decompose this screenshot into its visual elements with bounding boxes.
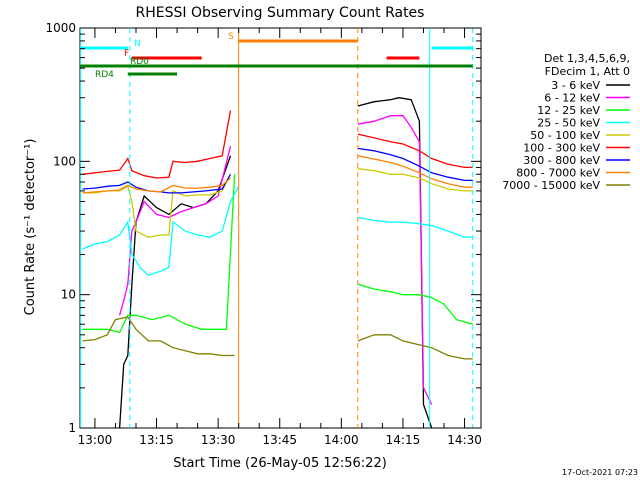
y-tick-label: 1 — [68, 421, 76, 435]
series-12-25-kev — [82, 174, 473, 334]
legend-label-800-7000-kev: 800 - 7000 keV — [516, 167, 600, 180]
x-tick-label: 13:45 — [262, 433, 297, 447]
x-axis-label: Start Time (26-May-05 12:56:22) — [173, 456, 387, 471]
legend-label-6-12-kev: 6 - 12 keV — [544, 92, 600, 105]
y-axis-label: Count Rate (s⁻¹ detector⁻¹) — [23, 139, 38, 316]
y-tick-label: 10 — [61, 288, 76, 302]
legend-label-300-800-kev: 300 - 800 keV — [523, 154, 600, 167]
legend-header: Det 1,3,4,5,6,9, — [544, 52, 630, 65]
legend-header: FDecim 1, Att 0 — [545, 65, 630, 78]
series-800-7000-kev — [82, 155, 473, 194]
flag-label-s: S — [228, 32, 234, 42]
axis-layer: 13:00 13:15 13:30 13:45 14:00 14:15 14:30 1 10 10… — [45, 21, 481, 447]
flag-label-rd0: RD0 — [130, 57, 149, 67]
legend-label-3-6-kev: 3 - 6 keV — [551, 79, 600, 92]
legend-label-50-100-kev: 50 - 100 keV — [530, 129, 600, 142]
y-tick-label: 100 — [53, 154, 76, 168]
x-tick-label: 14:30 — [447, 433, 482, 447]
legend-label-7000-15000-kev: 7000 - 15000 keV — [502, 179, 600, 192]
series-6-12-kev — [118, 115, 433, 405]
series-3-6-kev — [118, 97, 433, 429]
flag-label-f: F — [124, 49, 129, 59]
x-tick-label: 13:00 — [78, 433, 113, 447]
series-layer — [82, 97, 473, 429]
legend: Det 1,3,4,5,6,9,FDecim 1, Att 03 - 6 keV… — [502, 52, 630, 192]
flag-label-rd4: RD4 — [95, 70, 114, 80]
timestamp: 17-Oct-2021 07:23 — [562, 468, 638, 477]
series-25-50-kev — [82, 185, 473, 276]
y-tick-label: 1000 — [45, 21, 76, 35]
plot-area — [79, 27, 482, 429]
x-tick-label: 13:30 — [201, 433, 236, 447]
legend-label-12-25-kev: 12 - 25 keV — [537, 104, 600, 117]
x-tick-label: 14:15 — [386, 433, 421, 447]
legend-label-25-50-kev: 25 - 50 keV — [537, 117, 600, 130]
series-7000-15000-kev — [82, 316, 473, 360]
night-marker-layer — [80, 28, 474, 428]
x-tick-label: 13:15 — [139, 433, 174, 447]
plot-frame — [79, 27, 482, 429]
x-tick-label: 14:00 — [324, 433, 359, 447]
chart-title: RHESSI Observing Summary Count Rates — [136, 5, 425, 21]
series-100-300-kev — [82, 110, 473, 179]
flag-bar-layer: NF S RD0 RD4 — [80, 32, 473, 80]
series-50-100-kev — [82, 168, 473, 238]
flag-label-n: N — [134, 39, 141, 49]
legend-label-100-300-kev: 100 - 300 keV — [523, 142, 600, 155]
